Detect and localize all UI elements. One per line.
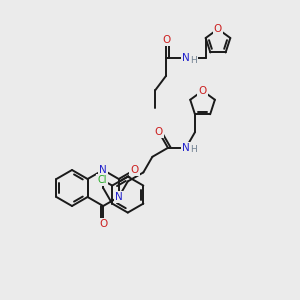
Text: O: O	[99, 219, 107, 229]
Text: O: O	[155, 127, 163, 137]
Text: N: N	[182, 143, 190, 153]
Text: N: N	[115, 192, 123, 202]
Text: O: O	[130, 165, 139, 175]
Text: O: O	[162, 35, 170, 45]
Text: N: N	[182, 53, 190, 63]
Text: H: H	[190, 56, 197, 65]
Text: H: H	[190, 145, 197, 154]
Text: O: O	[198, 86, 207, 96]
Text: O: O	[214, 24, 222, 34]
Text: Cl: Cl	[97, 175, 107, 185]
Text: N: N	[99, 165, 107, 175]
